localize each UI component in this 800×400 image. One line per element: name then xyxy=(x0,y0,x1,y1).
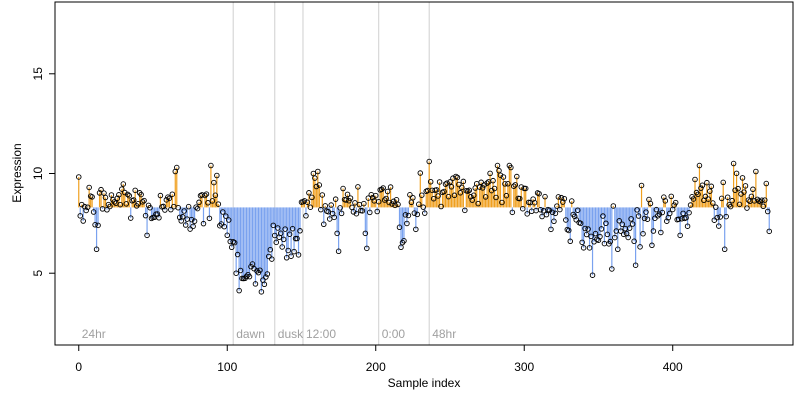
data-points xyxy=(76,159,771,294)
phase-label: dusk xyxy=(278,327,304,341)
phase-label: 48hr xyxy=(432,327,456,341)
plot-frame xyxy=(55,2,793,345)
x-tick-label: 400 xyxy=(663,360,683,374)
x-tick-label: 200 xyxy=(366,360,386,374)
y-axis-label: Expression xyxy=(10,143,24,202)
phase-label: 24hr xyxy=(82,327,106,341)
x-tick-label: 0 xyxy=(75,360,82,374)
phase-label: 0:00 xyxy=(382,327,406,341)
deviation-segments xyxy=(79,162,769,292)
y-axis: 5 10 15 xyxy=(31,67,55,277)
y-tick-label: 5 xyxy=(31,270,45,277)
y-tick-label: 10 xyxy=(31,167,45,181)
x-tick-label: 100 xyxy=(217,360,237,374)
phase-labels: 24hr dawn dusk 12:00 0:00 48hr xyxy=(82,327,456,341)
phase-label: 12:00 xyxy=(306,327,336,341)
y-tick-label: 15 xyxy=(31,67,45,81)
phase-label: dawn xyxy=(236,327,265,341)
expression-chart: 24hr dawn dusk 12:00 0:00 48hr 0 100 200 300 400 … xyxy=(0,0,800,400)
chart-root: 24hr dawn dusk 12:00 0:00 48hr 0 100 200 300 400 … xyxy=(0,0,800,400)
x-tick-label: 300 xyxy=(514,360,534,374)
x-axis-label: Sample index xyxy=(388,376,461,390)
x-axis: 0 100 200 300 400 xyxy=(75,345,683,374)
